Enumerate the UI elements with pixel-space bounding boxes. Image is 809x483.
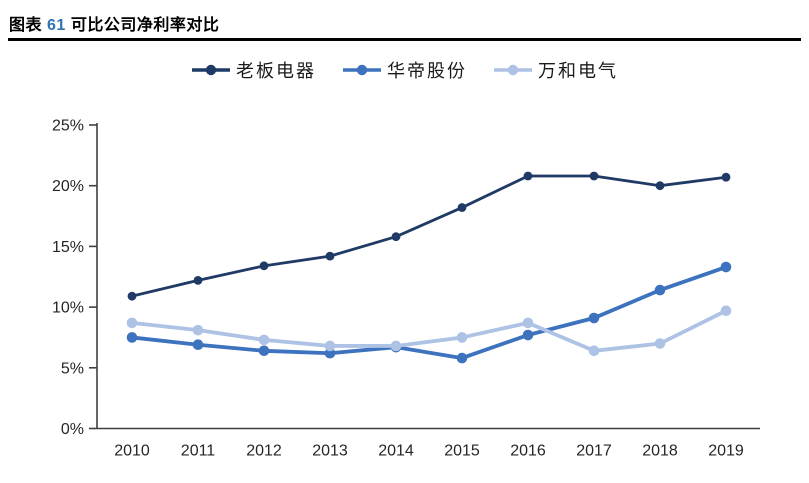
data-point: [259, 261, 269, 271]
figure-number: 61: [47, 17, 66, 34]
y-axis-tick-label: 25%: [52, 118, 84, 135]
y-axis-tick-label: 10%: [52, 300, 84, 317]
data-point: [588, 312, 600, 324]
data-point: [720, 261, 732, 273]
data-point: [589, 171, 599, 181]
x-axis-tick-label: 2019: [708, 443, 744, 460]
data-point: [391, 232, 401, 242]
x-axis-tick-label: 2015: [444, 443, 480, 460]
series-line: [131, 265, 727, 360]
data-point: [654, 284, 666, 296]
x-axis-tick-label: 2013: [312, 443, 348, 460]
legend-marker-icon: [494, 64, 532, 76]
data-point: [258, 334, 270, 346]
data-point: [390, 340, 402, 352]
x-axis-tick-label: 2014: [378, 443, 414, 460]
x-axis-tick-label: 2016: [510, 443, 546, 460]
x-axis-tick-label: 2017: [576, 443, 612, 460]
data-point: [720, 305, 732, 317]
data-point: [523, 171, 533, 181]
data-point: [721, 172, 731, 182]
legend-item: 老板电器: [191, 57, 316, 83]
data-point: [522, 329, 534, 341]
series-line: [131, 174, 727, 298]
y-axis-tick-label: 15%: [52, 239, 84, 256]
data-point: [126, 332, 138, 343]
figure-title-prefix: 图表: [9, 17, 43, 34]
figure-title-text: 可比公司净利率对比: [70, 17, 220, 34]
legend-marker-icon: [343, 64, 381, 76]
legend-label: 华帝股份: [387, 61, 467, 81]
figure-title: 图表 61 可比公司净利率对比: [9, 11, 801, 35]
data-point: [457, 203, 467, 212]
legend-label: 老板电器: [236, 61, 316, 81]
legend-item: 万和电气: [493, 57, 618, 83]
data-point: [456, 352, 468, 364]
x-axis-tick-label: 2018: [642, 443, 678, 460]
data-point: [325, 251, 335, 261]
series-line: [131, 309, 727, 353]
data-point: [456, 332, 468, 343]
data-point: [588, 345, 600, 357]
y-axis-tick-label: 0%: [61, 421, 84, 438]
x-axis-tick-label: 2012: [246, 443, 282, 460]
data-point: [127, 291, 137, 301]
chart-legend: 老板电器 华帝股份 万和电气: [0, 57, 809, 83]
data-point: [258, 345, 270, 357]
y-axis-tick-label: 5%: [61, 360, 84, 377]
data-point: [654, 338, 666, 349]
title-divider: [8, 38, 801, 41]
data-point: [655, 181, 665, 191]
legend-marker-icon: [192, 64, 230, 76]
data-point: [324, 340, 336, 352]
data-point: [522, 317, 534, 329]
x-axis-tick-label: 2010: [114, 443, 150, 460]
data-point: [324, 347, 336, 359]
legend-item: 华帝股份: [342, 57, 467, 83]
legend-label: 万和电气: [538, 61, 618, 81]
data-point: [192, 339, 204, 351]
x-axis-tick-label: 2011: [181, 443, 216, 460]
data-point: [193, 275, 203, 285]
y-axis-tick-label: 20%: [52, 178, 84, 195]
data-point: [192, 324, 204, 336]
data-point: [126, 317, 138, 329]
